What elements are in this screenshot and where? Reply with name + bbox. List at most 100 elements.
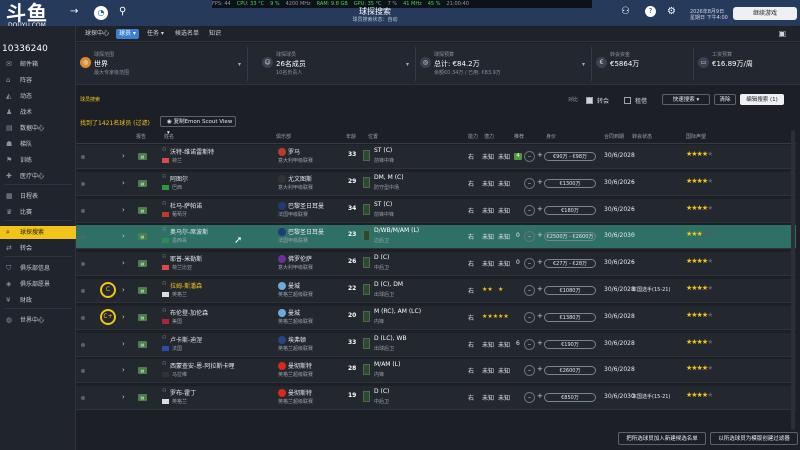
player-club[interactable]: 巴黎圣日耳曼 [288, 229, 325, 237]
player-club[interactable]: 曼城 [288, 283, 301, 290]
table-row[interactable]: › ▤ ⚇ 西蒙查安-恩-阿拉斯卡哩 马拉维 曼彻斯特 英格兰超级联赛 28 M/AM (L) 内… [76, 359, 796, 384]
add-to-shortlist-button[interactable]: 把所选球员加入新建候选名单 [618, 432, 706, 445]
plus-icon[interactable]: + [537, 285, 543, 293]
clear-button[interactable]: 清除 [714, 94, 736, 105]
person-icon[interactable]: ⚇ [621, 6, 630, 17]
player-club[interactable]: 尤文图斯 [288, 175, 313, 183]
quick-search-button[interactable]: 快速搜索 ▾ [662, 94, 710, 105]
table-row[interactable]: › ▤ ⚇ 耶普-米勒斯 荷兰比亚 佛罗伦萨 意大利甲级联赛 26 D (C) 中后卫右未知 未知 0… [76, 252, 796, 277]
plus-icon[interactable]: + [537, 177, 543, 186]
column-header[interactable]: 姓名 [164, 134, 175, 140]
tab-3[interactable]: 候选名单 [172, 29, 202, 39]
sidebar-item-medical[interactable]: ✚ 医疗中心 [0, 170, 76, 183]
sidebar-item-inbox[interactable]: ✉ 邮件箱 [0, 58, 76, 71]
minus-icon[interactable]: − [524, 258, 535, 270]
view-selector[interactable]: ◉ 复制Emon Scout View ▾ [160, 116, 236, 136]
sidebar-item-shirt[interactable]: ◭ 动态 [0, 90, 76, 103]
player-name[interactable]: 拉姆-斯潘森 [170, 283, 203, 290]
minus-icon[interactable]: − [524, 204, 535, 216]
plus-icon[interactable]: + [537, 231, 543, 240]
row-radio[interactable] [81, 396, 85, 401]
manager-icon[interactable]: ▣ [778, 29, 786, 38]
continue-button[interactable]: 继续游戏 [733, 7, 797, 20]
loan-checkbox[interactable] [624, 97, 631, 104]
column-header[interactable]: 国际声望 [686, 134, 707, 140]
player-club[interactable]: 曼彻斯特 [288, 390, 313, 398]
minus-icon[interactable]: − [524, 392, 535, 404]
table-row[interactable]: › ▤ ⚇ 阿图尔 巴西 尤文图斯 意大利甲级联赛 29 DM, M (C) 防守型中场右未知 未知… [76, 171, 796, 196]
tab-1[interactable]: 球员 ▾ [116, 29, 139, 39]
table-row[interactable]: › ▤ ⚇ 罗布-霍丁 英格兰 曼彻斯特 英格兰超级联赛 19 D (C) 中后卫右未知 未知 − + €… [76, 386, 796, 411]
chevron-right-icon[interactable]: › [122, 178, 125, 187]
player-name[interactable]: 耶普-米勒斯 [170, 256, 203, 264]
chevron-right-icon[interactable]: › [122, 366, 125, 375]
player-name[interactable]: 罗布-霍丁 [170, 390, 197, 398]
minus-icon[interactable]: − [524, 151, 535, 162]
sidebar-item-tactics[interactable]: ♟ 战术 [0, 106, 76, 119]
plus-icon[interactable]: + [537, 338, 543, 347]
sidebar-item-team[interactable]: ☗ 梯队 [0, 138, 76, 151]
column-header[interactable]: 身价 [546, 134, 557, 140]
sidebar-item-club[interactable]: ⛉ 俱乐部信息 [0, 262, 76, 275]
plus-icon[interactable]: + [537, 258, 543, 267]
column-header[interactable]: 俱乐部 [276, 134, 292, 140]
plus-icon[interactable]: + [537, 204, 543, 213]
table-row[interactable]: › ▤ ⚇ 杜马-萨帕诺 葡萄牙 巴黎圣日耳曼 法国甲级联赛 34 ST (C) 前锋中锋右未知未… [76, 198, 796, 223]
table-row[interactable]: C › ▤ ⚇ 拉姆-斯潘森 英格兰 曼城 英格兰超级联赛 22 D (C), DM 出球后卫右 ★★… [76, 279, 796, 303]
column-header[interactable]: 位置 [368, 134, 379, 140]
sidebar-item-calendar[interactable]: ▦ 日程表 [0, 190, 76, 203]
sidebar-item-scout[interactable]: ⌕ 球探搜索 [0, 226, 76, 239]
player-name[interactable]: 阿图尔 [170, 175, 189, 183]
column-header[interactable]: 年龄 [346, 134, 357, 140]
sidebar-item-transfer[interactable]: ⇄ 转会 [0, 242, 76, 255]
player-club[interactable]: 曼城 [288, 309, 301, 317]
sidebar-item-training[interactable]: ⚑ 训练 [0, 154, 76, 167]
tab-2[interactable]: 任务 ▾ [144, 29, 167, 39]
chevron-right-icon[interactable]: › [122, 393, 125, 402]
minus-icon[interactable]: − [524, 177, 535, 189]
filter-2[interactable]: ◎ 球探预算 总计: €84.2万 余额€0.34万 / 已用: €83.9万 ▾ [416, 47, 592, 81]
row-radio[interactable] [81, 208, 85, 213]
sidebar-item-home[interactable]: ⌂ 阵容 [0, 74, 76, 87]
player-name[interactable]: 布伦登-加伦森 [170, 309, 209, 317]
row-radio[interactable] [81, 342, 85, 347]
player-name[interactable]: 沃特-维诺雷斯特 [170, 149, 215, 156]
row-radio[interactable] [81, 181, 85, 186]
chevron-right-icon[interactable]: › [122, 232, 125, 241]
column-header[interactable]: 报告 [136, 134, 147, 140]
column-header[interactable]: 能力 [468, 134, 479, 140]
row-radio[interactable] [81, 155, 85, 159]
player-club[interactable]: 巴黎圣日耳曼 [288, 202, 325, 210]
table-row[interactable]: › ▤ ⚇ 卢卡斯-迪涅 法国 埃弗顿 英格兰超级联赛 33 D (LC), WB 出球后卫右未知… [76, 332, 796, 357]
help-icon[interactable]: ? [645, 6, 656, 17]
minus-icon[interactable]: − [524, 311, 535, 323]
row-radio[interactable] [81, 235, 85, 240]
player-name[interactable]: 杜马-萨帕诺 [170, 202, 203, 210]
plus-icon[interactable]: + [537, 365, 543, 374]
tab-4[interactable]: 知识 [206, 29, 224, 39]
sidebar-item-vision[interactable]: ◈ 俱乐部愿景 [0, 278, 76, 291]
filter-4[interactable]: ▭ 工资预算 €16.89万/周 [694, 47, 800, 81]
column-header[interactable]: 潜力 [484, 134, 495, 140]
row-radio[interactable] [81, 369, 85, 374]
minus-icon[interactable]: − [524, 285, 535, 296]
minus-icon[interactable]: − [524, 365, 535, 377]
table-row[interactable]: › ▤ ⚇ 奥马尔-席波斯 墨西哥 巴黎圣日耳曼 法国甲级联赛 23 D/WB/M/AM (L)… [76, 225, 796, 250]
filter-1[interactable]: ☺ 球探球员 26名成员 10名负责人 ▾ [258, 47, 416, 81]
player-name[interactable]: 西蒙查安-恩-阿拉斯卡哩 [170, 363, 235, 371]
column-header[interactable]: 转会状态 [632, 134, 653, 140]
table-row[interactable]: › ▤ ⚇ 沃特-维诺雷斯特 荷兰 罗马 意大利甲级联赛 33 ST (C) 前锋中锋右未知 未知 4… [76, 145, 796, 169]
row-radio[interactable] [81, 315, 85, 320]
minus-icon[interactable]: − [524, 338, 535, 350]
chevron-right-icon[interactable]: › [122, 286, 125, 294]
scrollbar[interactable] [791, 130, 795, 430]
chevron-right-icon[interactable]: › [122, 205, 125, 214]
tab-0[interactable]: 球探中心 [82, 29, 112, 39]
create-filter-button[interactable]: 以所选球员为模版创建过滤器 [710, 432, 798, 445]
forward-arrow-icon[interactable]: → [70, 6, 79, 17]
chevron-right-icon[interactable]: › [122, 259, 125, 268]
transfer-checkbox[interactable] [586, 97, 593, 104]
column-header[interactable]: 推荐 [514, 134, 525, 140]
plus-icon[interactable]: + [537, 151, 543, 159]
row-radio[interactable] [81, 262, 85, 267]
